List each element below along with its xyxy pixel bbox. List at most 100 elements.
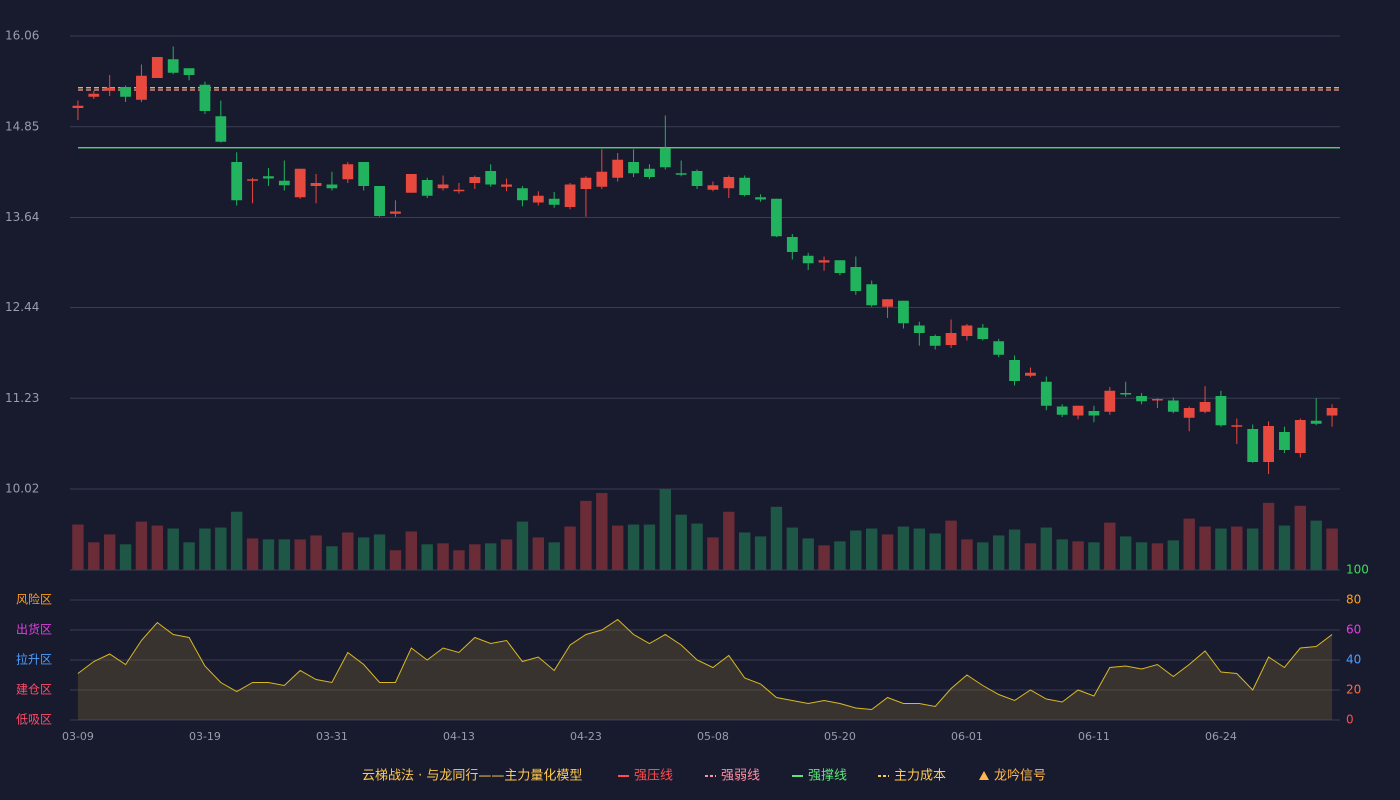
candle-body bbox=[532, 195, 544, 203]
candle-body bbox=[1294, 420, 1306, 453]
volume-bar bbox=[373, 534, 386, 570]
candle-body bbox=[612, 159, 624, 178]
candle-body bbox=[1183, 408, 1195, 418]
candle-body bbox=[215, 116, 227, 142]
volume-bar bbox=[230, 511, 243, 570]
candle-body bbox=[1072, 405, 1084, 416]
volume-bar bbox=[786, 527, 799, 570]
volume-bar bbox=[516, 521, 529, 570]
volume-bar bbox=[215, 527, 227, 570]
legend-title: 云梯战法 · 与龙同行——主力量化模型 bbox=[362, 769, 582, 784]
volume-bar bbox=[929, 533, 941, 570]
volume-bar bbox=[1278, 525, 1291, 570]
volume-bar bbox=[135, 521, 148, 570]
candle-body bbox=[183, 68, 195, 75]
candle-body bbox=[390, 211, 401, 214]
volume-bar bbox=[1167, 540, 1180, 570]
x-tick-label: 03-31 bbox=[316, 730, 348, 743]
candle-body bbox=[247, 179, 258, 181]
x-tick-label: 04-23 bbox=[570, 730, 602, 743]
indicator-tick-label: 80 bbox=[1346, 593, 1361, 607]
candle-body bbox=[580, 177, 592, 189]
candle-body bbox=[1088, 411, 1100, 416]
candle-body bbox=[882, 299, 893, 307]
candle-body bbox=[961, 325, 973, 336]
volume-bar bbox=[469, 544, 481, 570]
candle-body bbox=[104, 87, 116, 91]
candle-body bbox=[501, 184, 512, 187]
candle-body bbox=[548, 198, 560, 205]
candle-body bbox=[977, 327, 989, 339]
candle-body bbox=[755, 197, 766, 200]
volume-bar bbox=[834, 541, 846, 570]
candle-body bbox=[374, 186, 385, 216]
volume-bar bbox=[548, 542, 560, 570]
indicator-tick-label: 60 bbox=[1346, 623, 1361, 637]
zone-label: 拉升区 bbox=[16, 652, 52, 667]
indicator-tick-label: 100 bbox=[1346, 563, 1369, 577]
volume-bar bbox=[1072, 541, 1084, 570]
volume-bar bbox=[1119, 536, 1132, 570]
volume-bar bbox=[88, 542, 100, 570]
volume-bar bbox=[850, 530, 862, 570]
candle-body bbox=[1326, 408, 1338, 416]
y-tick-label: 16.06 bbox=[5, 29, 39, 43]
candle-body bbox=[358, 162, 370, 186]
volume-bar bbox=[294, 539, 306, 570]
volume-bar bbox=[262, 539, 275, 570]
volume-bar bbox=[1135, 542, 1148, 570]
x-tick-label: 04-13 bbox=[443, 730, 475, 743]
volume-bar bbox=[532, 537, 545, 570]
candle-body bbox=[326, 184, 338, 189]
candle-body bbox=[1120, 393, 1132, 395]
candle-body bbox=[72, 105, 84, 108]
candle-body bbox=[771, 198, 782, 237]
x-tick-label: 05-08 bbox=[697, 730, 729, 743]
volume-bar bbox=[1104, 522, 1116, 570]
y-tick-label: 10.02 bbox=[5, 482, 39, 496]
candle-body bbox=[1310, 420, 1322, 424]
candle-body bbox=[564, 184, 576, 207]
candle-body bbox=[310, 183, 322, 186]
volume-bar bbox=[992, 535, 1005, 570]
candle-body bbox=[739, 177, 751, 195]
candle-body bbox=[263, 176, 274, 179]
candle-body bbox=[1199, 402, 1211, 412]
candle-body bbox=[786, 237, 798, 252]
volume-bar bbox=[1246, 528, 1259, 570]
y-tick-label: 14.85 bbox=[5, 119, 39, 133]
volume-bar bbox=[1183, 518, 1195, 570]
candle-body bbox=[405, 174, 417, 193]
legend-label: 强弱线 bbox=[721, 769, 760, 784]
candle-body bbox=[120, 87, 131, 97]
indicator-tick-label: 40 bbox=[1346, 653, 1361, 667]
volume-bar bbox=[1326, 528, 1338, 570]
volume-bar bbox=[103, 534, 116, 570]
candle-body bbox=[294, 168, 306, 198]
indicator-tick-label: 0 bbox=[1346, 713, 1354, 727]
candle-body bbox=[945, 333, 957, 345]
volume-bar bbox=[1231, 526, 1243, 570]
volume-bar bbox=[1024, 543, 1037, 570]
volume-bar bbox=[897, 526, 910, 570]
candle-body bbox=[659, 148, 671, 168]
candle-body bbox=[199, 84, 211, 111]
candle-body bbox=[628, 162, 639, 174]
volume-bar bbox=[945, 520, 957, 570]
volume-bar bbox=[500, 539, 513, 570]
volume-bar bbox=[961, 539, 973, 570]
zone-label: 出货区 bbox=[16, 622, 52, 637]
volume-bar bbox=[865, 528, 878, 570]
candle-body bbox=[421, 180, 433, 196]
candle-body bbox=[278, 180, 290, 186]
x-tick-label: 06-24 bbox=[1205, 730, 1237, 743]
candle-body bbox=[1136, 396, 1147, 402]
candle-body bbox=[517, 188, 528, 201]
candle-body bbox=[929, 336, 941, 346]
volume-bar bbox=[199, 528, 211, 570]
volume-bar bbox=[643, 524, 656, 570]
candle-body bbox=[437, 184, 449, 189]
volume-bar bbox=[1040, 527, 1053, 570]
